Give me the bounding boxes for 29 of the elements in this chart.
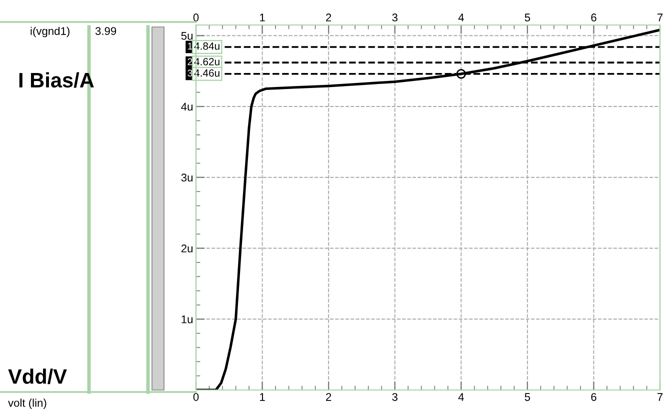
x2-tick-label: 0 (193, 14, 199, 22)
text: volt (lin) (8, 398, 46, 409)
x2-tick-label: 2 (326, 14, 332, 22)
x2-tick-label: 1 (260, 14, 265, 22)
x2-tick-label: 4 (458, 14, 464, 22)
y-tick-label: 3u (181, 174, 192, 182)
text: 2 4.62u (188, 58, 220, 66)
x2-tick-label: 7 (657, 14, 663, 22)
text: 1 4.84u (188, 42, 220, 50)
x-tick-label: 0 (193, 393, 199, 401)
text: i(vgnd1) (30, 26, 70, 38)
x2-tick-label: 6 (591, 14, 596, 22)
x-tick-label: 4 (458, 393, 464, 401)
x-tick-label: 3 (392, 393, 398, 401)
x-tick-label: 5 (524, 393, 530, 401)
text: I Bias/A (19, 72, 94, 88)
text: 3.99 (95, 27, 116, 35)
text: 3 4.46u (188, 69, 220, 77)
y-tick-label: 4u (181, 102, 192, 111)
x-tick-label: 6 (591, 393, 596, 401)
x2-tick-label: 5 (524, 14, 530, 22)
x-tick-label: 1 (260, 393, 265, 401)
text: Vdd/V (8, 368, 67, 384)
y-tick-label: 2u (181, 244, 192, 252)
y-tick-label: 5u (181, 32, 192, 40)
x2-tick-label: 3 (392, 14, 398, 22)
x-tick-label: 2 (326, 393, 332, 401)
x-tick-label: 7 (657, 393, 663, 401)
y-tick-label: 1u (182, 316, 192, 324)
